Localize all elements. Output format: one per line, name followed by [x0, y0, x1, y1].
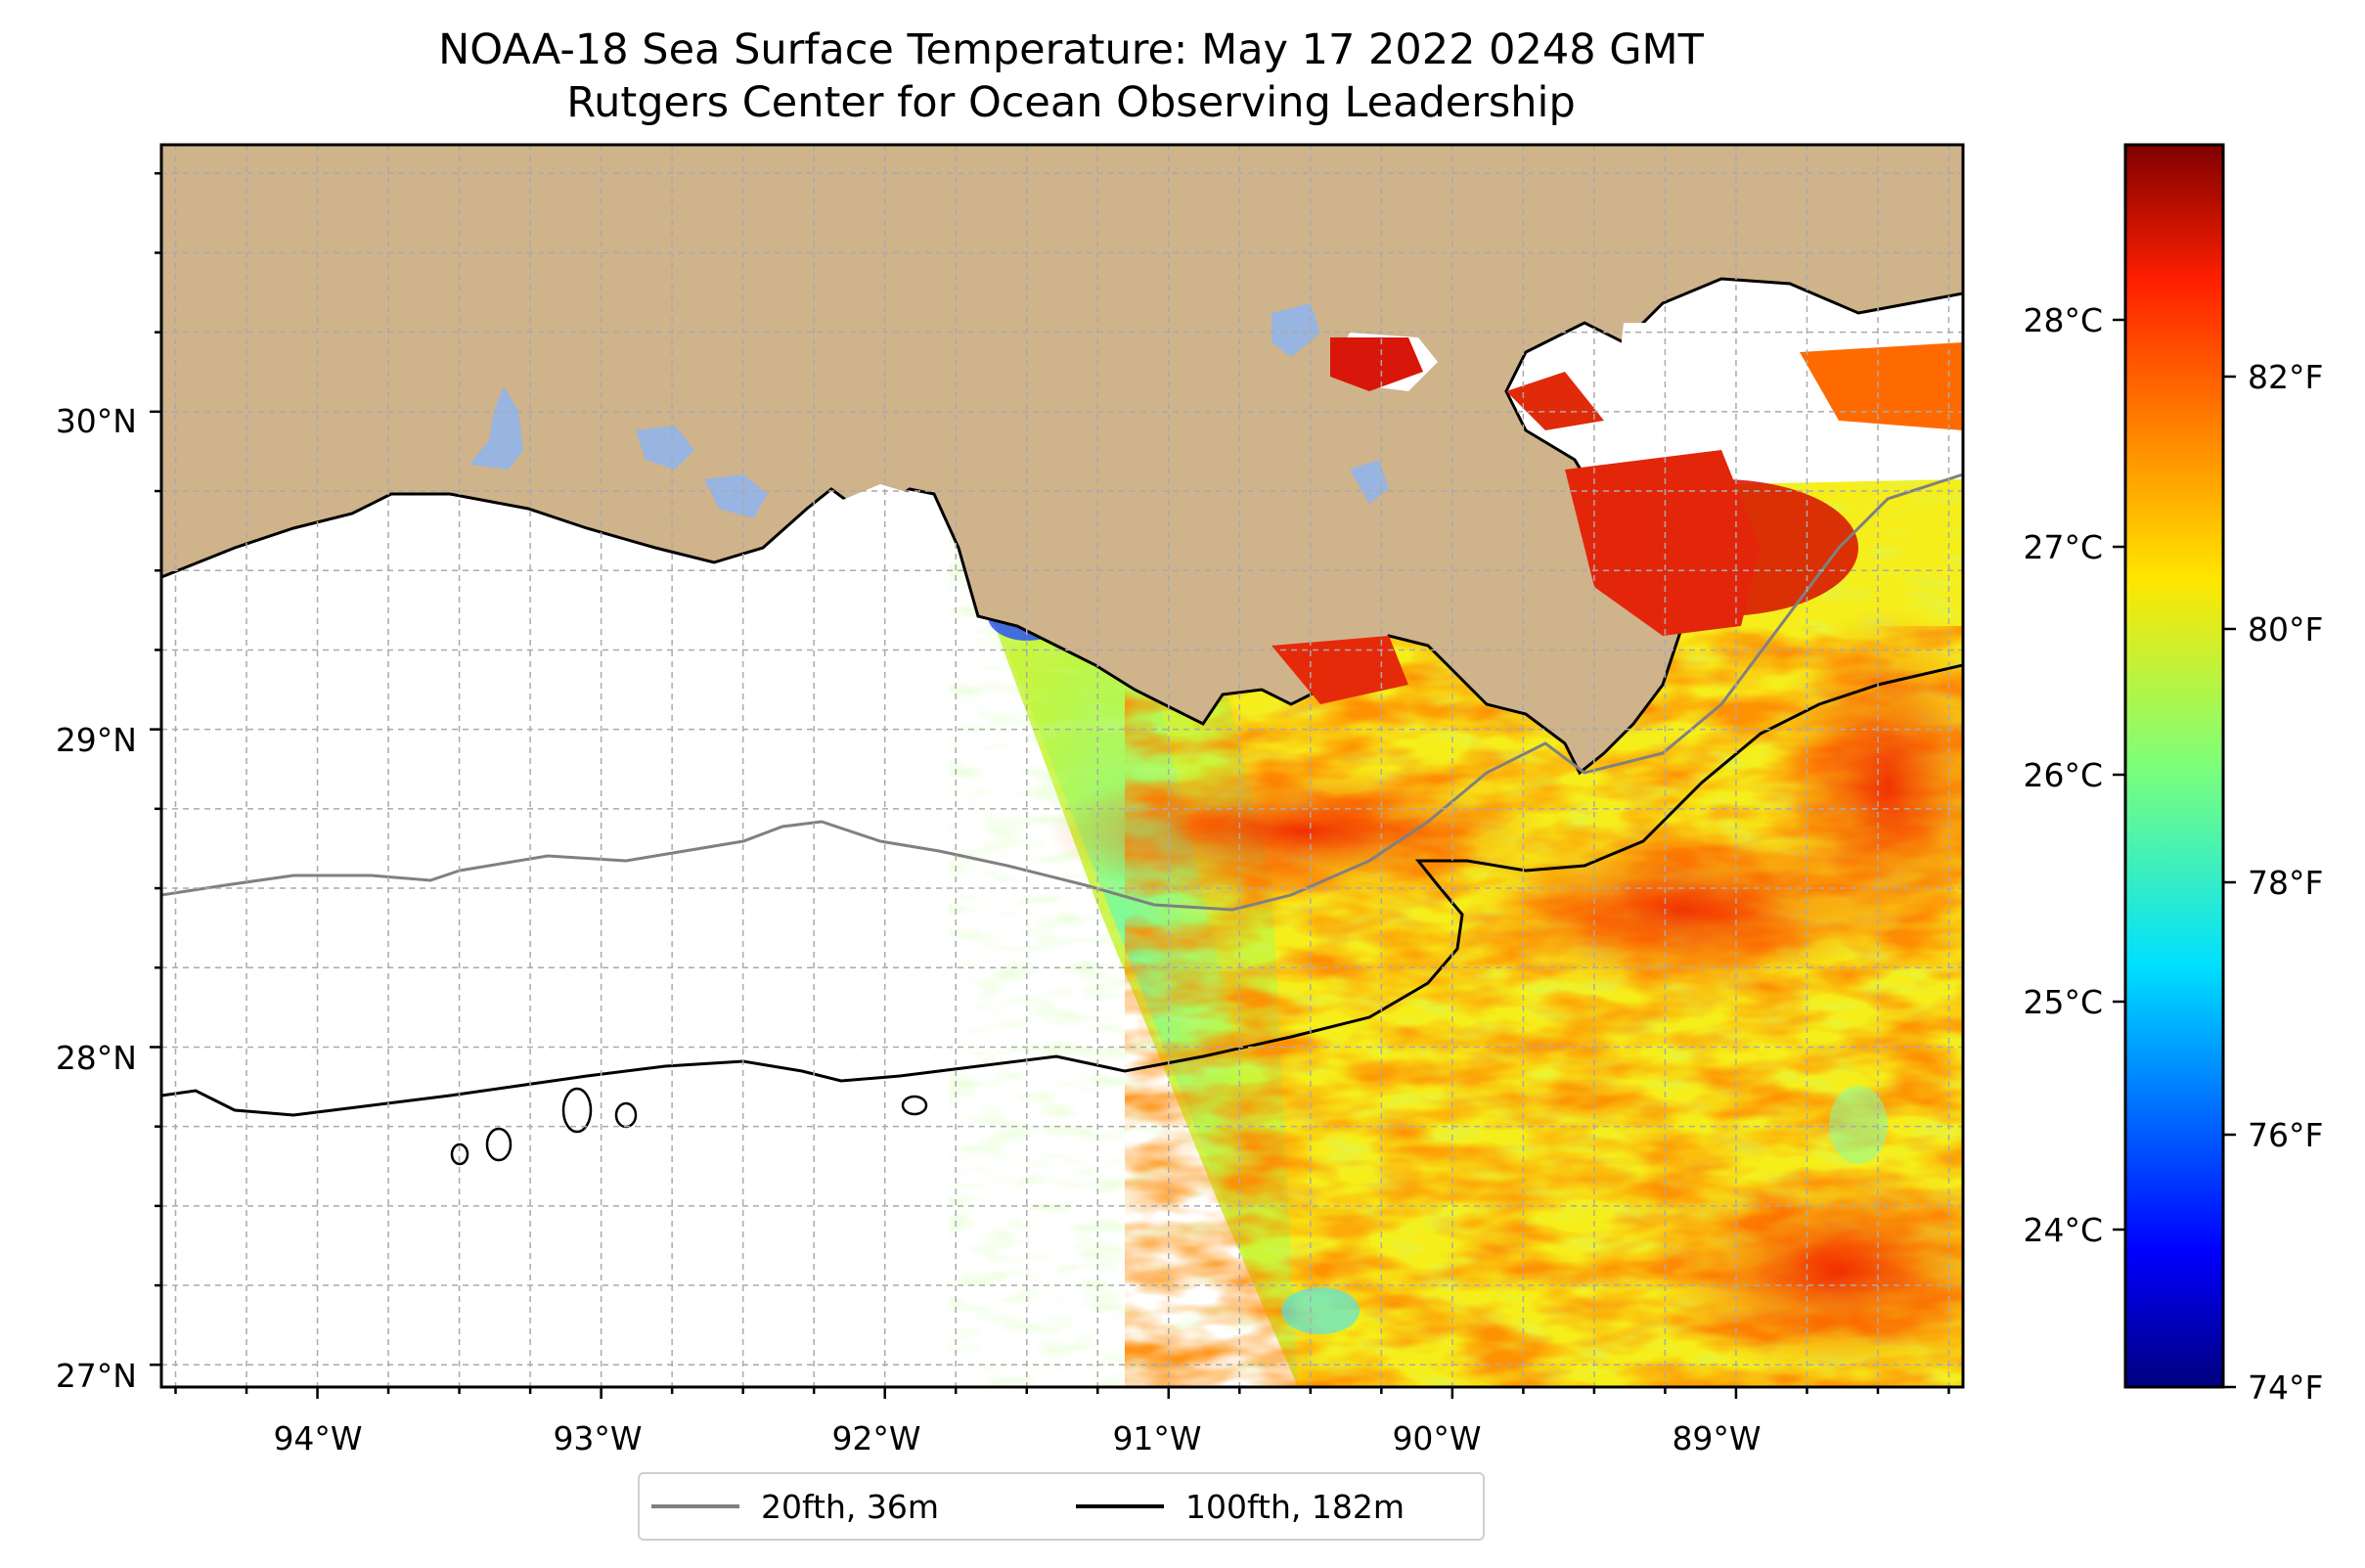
- legend-item-20fth: 20fth, 36m: [651, 1474, 939, 1539]
- legend-swatch-100fth: [1076, 1504, 1164, 1508]
- sst-coastal-patch: [1800, 342, 1963, 430]
- chart-title: NOAA-18 Sea Surface Temperature: May 17 …: [438, 25, 1704, 74]
- lon-tick-label: 91°W: [1112, 1419, 1201, 1457]
- legend-item-100fth: 100fth, 182m: [1076, 1474, 1405, 1539]
- map-layers: [161, 145, 1963, 1387]
- inland-lakes: [469, 303, 1389, 518]
- colorbar-celsius-label: 27°C: [2023, 528, 2103, 566]
- isobath-100fth: [161, 663, 1963, 1117]
- lon-tick-label: 93°W: [553, 1419, 642, 1457]
- sst-coastal-patch: [1506, 372, 1604, 430]
- bank-contours: [450, 1087, 928, 1166]
- colorbar-fahrenheit-label: 76°F: [2248, 1116, 2323, 1154]
- colorbar-celsius-label: 25°C: [2023, 983, 2103, 1021]
- colorbar-celsius-label: 24°C: [2023, 1211, 2103, 1249]
- colorbar: [2123, 143, 2225, 1389]
- isobath-20fth: [161, 472, 1963, 912]
- colorbar-fahrenheit-label: 78°F: [2248, 864, 2323, 902]
- sst-coastal-patch: [1330, 337, 1423, 391]
- lon-tick-label: 94°W: [273, 1419, 362, 1457]
- map-frame: [159, 143, 1965, 1389]
- lon-tick-label: 90°W: [1392, 1419, 1481, 1457]
- colorbar-fahrenheit-label: 74°F: [2248, 1368, 2323, 1407]
- map-gridlines: [161, 145, 1963, 1387]
- lon-tick-label: 92°W: [831, 1419, 920, 1457]
- land-mass: [161, 145, 1963, 776]
- lon-tick-label: 89°W: [1672, 1419, 1761, 1457]
- colorbar-fahrenheit-label: 80°F: [2248, 610, 2323, 649]
- lat-tick-label: 30°N: [56, 402, 137, 440]
- chart-subtitle: Rutgers Center for Ocean Observing Leade…: [566, 78, 1576, 127]
- sst-coastal-patch: [1272, 636, 1408, 704]
- colorbar-ticks: [2113, 318, 2236, 1389]
- no-data-patch: [1614, 323, 1761, 460]
- legend-label-20fth: 20fth, 36m: [761, 1487, 939, 1526]
- colorbar-fahrenheit-label: 82°F: [2248, 358, 2323, 396]
- colorbar-celsius-label: 28°C: [2023, 301, 2103, 339]
- legend-label-100fth: 100fth, 182m: [1185, 1487, 1405, 1526]
- isobath-legend: 20fth, 36m 100fth, 182m: [638, 1472, 1485, 1541]
- colorbar-celsius-label: 26°C: [2023, 756, 2103, 794]
- no-data-patch: [822, 484, 939, 577]
- axis-ticks: [150, 171, 1950, 1399]
- lat-tick-label: 27°N: [56, 1357, 137, 1395]
- lat-tick-label: 28°N: [56, 1039, 137, 1077]
- legend-swatch-20fth: [651, 1504, 739, 1508]
- sst-coastal-patch: [1565, 450, 1761, 636]
- lat-tick-label: 29°N: [56, 721, 137, 759]
